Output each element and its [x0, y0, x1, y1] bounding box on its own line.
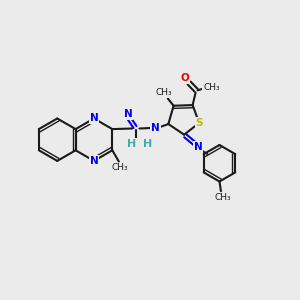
Text: H: H: [127, 139, 136, 149]
Text: N: N: [90, 156, 98, 166]
Text: CH₃: CH₃: [156, 88, 172, 97]
Text: N: N: [124, 110, 133, 119]
Text: N: N: [90, 113, 98, 124]
Text: CH₃: CH₃: [112, 164, 129, 172]
Text: CH₃: CH₃: [203, 83, 220, 92]
Text: N: N: [194, 142, 203, 152]
Text: N: N: [151, 123, 160, 133]
Text: CH₃: CH₃: [214, 194, 231, 202]
Text: O: O: [181, 73, 190, 83]
Text: H: H: [143, 139, 152, 149]
Text: S: S: [195, 118, 203, 128]
